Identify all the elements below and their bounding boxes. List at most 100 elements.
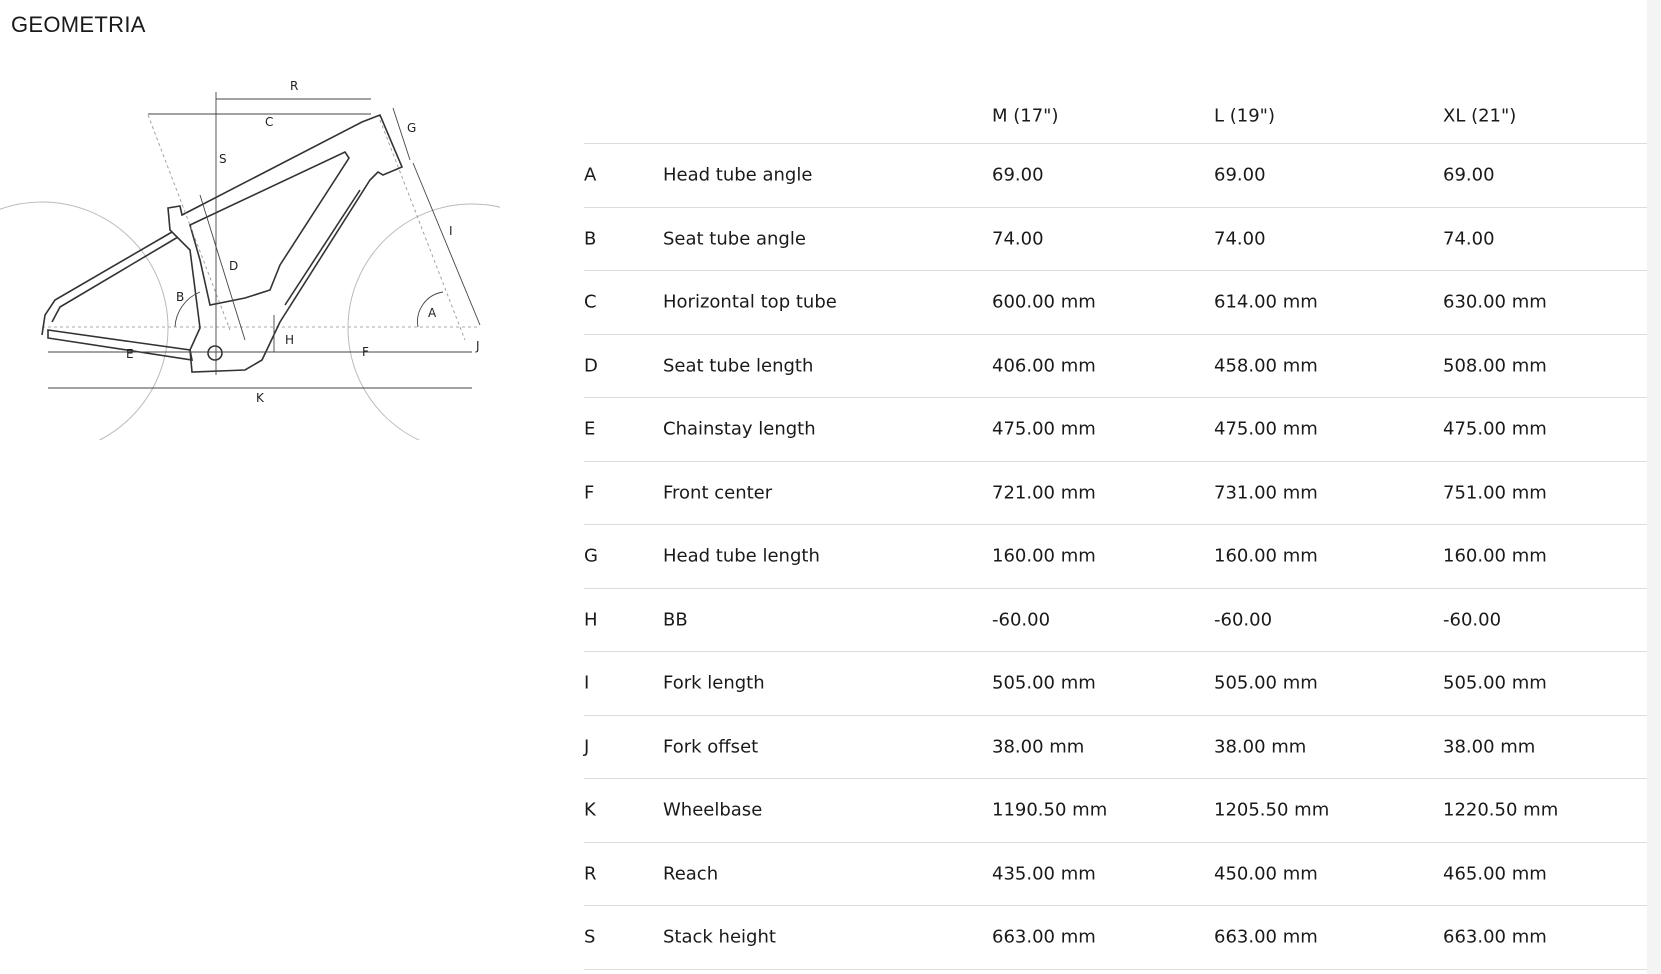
- value-m: 69.00: [992, 164, 1044, 186]
- row-code: F: [584, 482, 595, 504]
- value-m: -60.00: [992, 609, 1051, 631]
- row-name: Stack height: [663, 926, 776, 948]
- table-row: D Seat tube length 406.00 mm 458.00 mm 508.0…: [584, 335, 1647, 398]
- table-row: B Seat tube angle 74.00 74.00 74.00: [584, 208, 1647, 271]
- row-name: Head tube length: [663, 545, 820, 567]
- value-l: 69.00: [1214, 164, 1266, 186]
- row-name: Chainstay length: [663, 418, 816, 440]
- value-l: 74.00: [1214, 228, 1266, 250]
- table-row: K Wheelbase 1190.50 mm 1205.50 mm 1220.50 mm: [584, 779, 1647, 843]
- value-m: 1190.50 mm: [992, 799, 1108, 821]
- scrollbar-track[interactable]: [1647, 0, 1661, 974]
- value-xl: 751.00 mm: [1443, 482, 1547, 504]
- value-l: -60.00: [1214, 609, 1273, 631]
- row-name: Head tube angle: [663, 164, 813, 186]
- row-code: H: [584, 609, 598, 631]
- wheels: [0, 201, 500, 440]
- value-xl: -60.00: [1443, 609, 1502, 631]
- label-i: I: [449, 224, 453, 238]
- row-code: S: [584, 926, 596, 948]
- label-a: A: [428, 306, 437, 320]
- label-d: D: [229, 259, 238, 273]
- label-b: B: [176, 290, 184, 304]
- row-name: Seat tube angle: [663, 228, 806, 250]
- bike-geometry-diagram: R C S G I D B A H E F J K: [0, 79, 500, 440]
- value-xl: 69.00: [1443, 164, 1495, 186]
- row-code: I: [584, 672, 590, 694]
- value-l: 663.00 mm: [1214, 926, 1318, 948]
- value-m: 74.00: [992, 228, 1044, 250]
- value-l: 614.00 mm: [1214, 291, 1318, 313]
- label-r: R: [290, 79, 298, 93]
- page-title: GEOMETRIA: [11, 12, 146, 37]
- label-h: H: [285, 333, 294, 347]
- label-g: G: [407, 121, 416, 135]
- row-code: J: [584, 736, 590, 758]
- label-s: S: [219, 152, 227, 166]
- row-code: C: [584, 291, 597, 313]
- label-k: K: [256, 391, 265, 405]
- label-j: J: [475, 339, 480, 353]
- frame: [41, 113, 404, 373]
- value-m: 721.00 mm: [992, 482, 1096, 504]
- row-code: B: [584, 228, 597, 250]
- table-row: R Reach 435.00 mm 450.00 mm 465.00 mm: [584, 843, 1647, 906]
- row-name: Fork length: [663, 672, 765, 694]
- value-l: 731.00 mm: [1214, 482, 1318, 504]
- value-l: 458.00 mm: [1214, 355, 1318, 377]
- value-m: 475.00 mm: [992, 418, 1096, 440]
- value-l: 1205.50 mm: [1214, 799, 1330, 821]
- row-name: Fork offset: [663, 736, 759, 758]
- row-code: E: [584, 418, 596, 440]
- row-name: Wheelbase: [663, 799, 763, 821]
- row-name: Reach: [663, 863, 719, 885]
- row-code: D: [584, 355, 598, 377]
- table-row: A Head tube angle 69.00 69.00 69.00: [584, 144, 1647, 208]
- value-l: 450.00 mm: [1214, 863, 1318, 885]
- table-row: F Front center 721.00 mm 731.00 mm 751.00 mm: [584, 462, 1647, 525]
- value-l: 38.00 mm: [1214, 736, 1307, 758]
- value-m: 160.00 mm: [992, 545, 1096, 567]
- column-header-m: M (17"): [992, 105, 1059, 126]
- rear-wheel: [0, 201, 169, 440]
- table-row: E Chainstay length 475.00 mm 475.00 mm 475.0…: [584, 398, 1647, 462]
- value-xl: 663.00 mm: [1443, 926, 1547, 948]
- value-l: 160.00 mm: [1214, 545, 1318, 567]
- value-m: 38.00 mm: [992, 736, 1085, 758]
- value-xl: 465.00 mm: [1443, 863, 1547, 885]
- table-row: H BB -60.00 -60.00 -60.00: [584, 589, 1647, 652]
- front-wheel: [347, 203, 500, 440]
- value-xl: 475.00 mm: [1443, 418, 1547, 440]
- row-code: K: [584, 799, 596, 821]
- row-name: BB: [663, 609, 688, 631]
- value-xl: 630.00 mm: [1443, 291, 1547, 313]
- dimension-labels: R C S G I D B A H E F J K: [126, 79, 480, 405]
- table-header: M (17") L (19") XL (21"): [584, 88, 1647, 144]
- dimension-lines: [48, 92, 481, 389]
- value-m: 663.00 mm: [992, 926, 1096, 948]
- table-row: J Fork offset 38.00 mm 38.00 mm 38.00 mm: [584, 716, 1647, 779]
- value-l: 475.00 mm: [1214, 418, 1318, 440]
- value-xl: 38.00 mm: [1443, 736, 1536, 758]
- table-row: I Fork length 505.00 mm 505.00 mm 505.00 mm: [584, 652, 1647, 716]
- column-header-xl: XL (21"): [1443, 105, 1517, 126]
- row-name: Seat tube length: [663, 355, 814, 377]
- value-m: 406.00 mm: [992, 355, 1096, 377]
- row-name: Horizontal top tube: [663, 291, 837, 313]
- table-row: S Stack height 663.00 mm 663.00 mm 663.00 mm: [584, 906, 1647, 970]
- column-header-l: L (19"): [1214, 105, 1275, 126]
- value-xl: 505.00 mm: [1443, 672, 1547, 694]
- table-row: C Horizontal top tube 600.00 mm 614.00 mm 63…: [584, 271, 1647, 335]
- label-c: C: [265, 115, 273, 129]
- value-m: 600.00 mm: [992, 291, 1096, 313]
- label-e: E: [126, 347, 134, 361]
- value-l: 505.00 mm: [1214, 672, 1318, 694]
- value-xl: 508.00 mm: [1443, 355, 1547, 377]
- row-code: G: [584, 545, 598, 567]
- geometry-table: M (17") L (19") XL (21") A Head tube angl…: [584, 88, 1647, 970]
- value-m: 505.00 mm: [992, 672, 1096, 694]
- value-xl: 74.00: [1443, 228, 1495, 250]
- row-code: R: [584, 863, 597, 885]
- value-xl: 160.00 mm: [1443, 545, 1547, 567]
- table-row: G Head tube length 160.00 mm 160.00 mm 160.0…: [584, 525, 1647, 589]
